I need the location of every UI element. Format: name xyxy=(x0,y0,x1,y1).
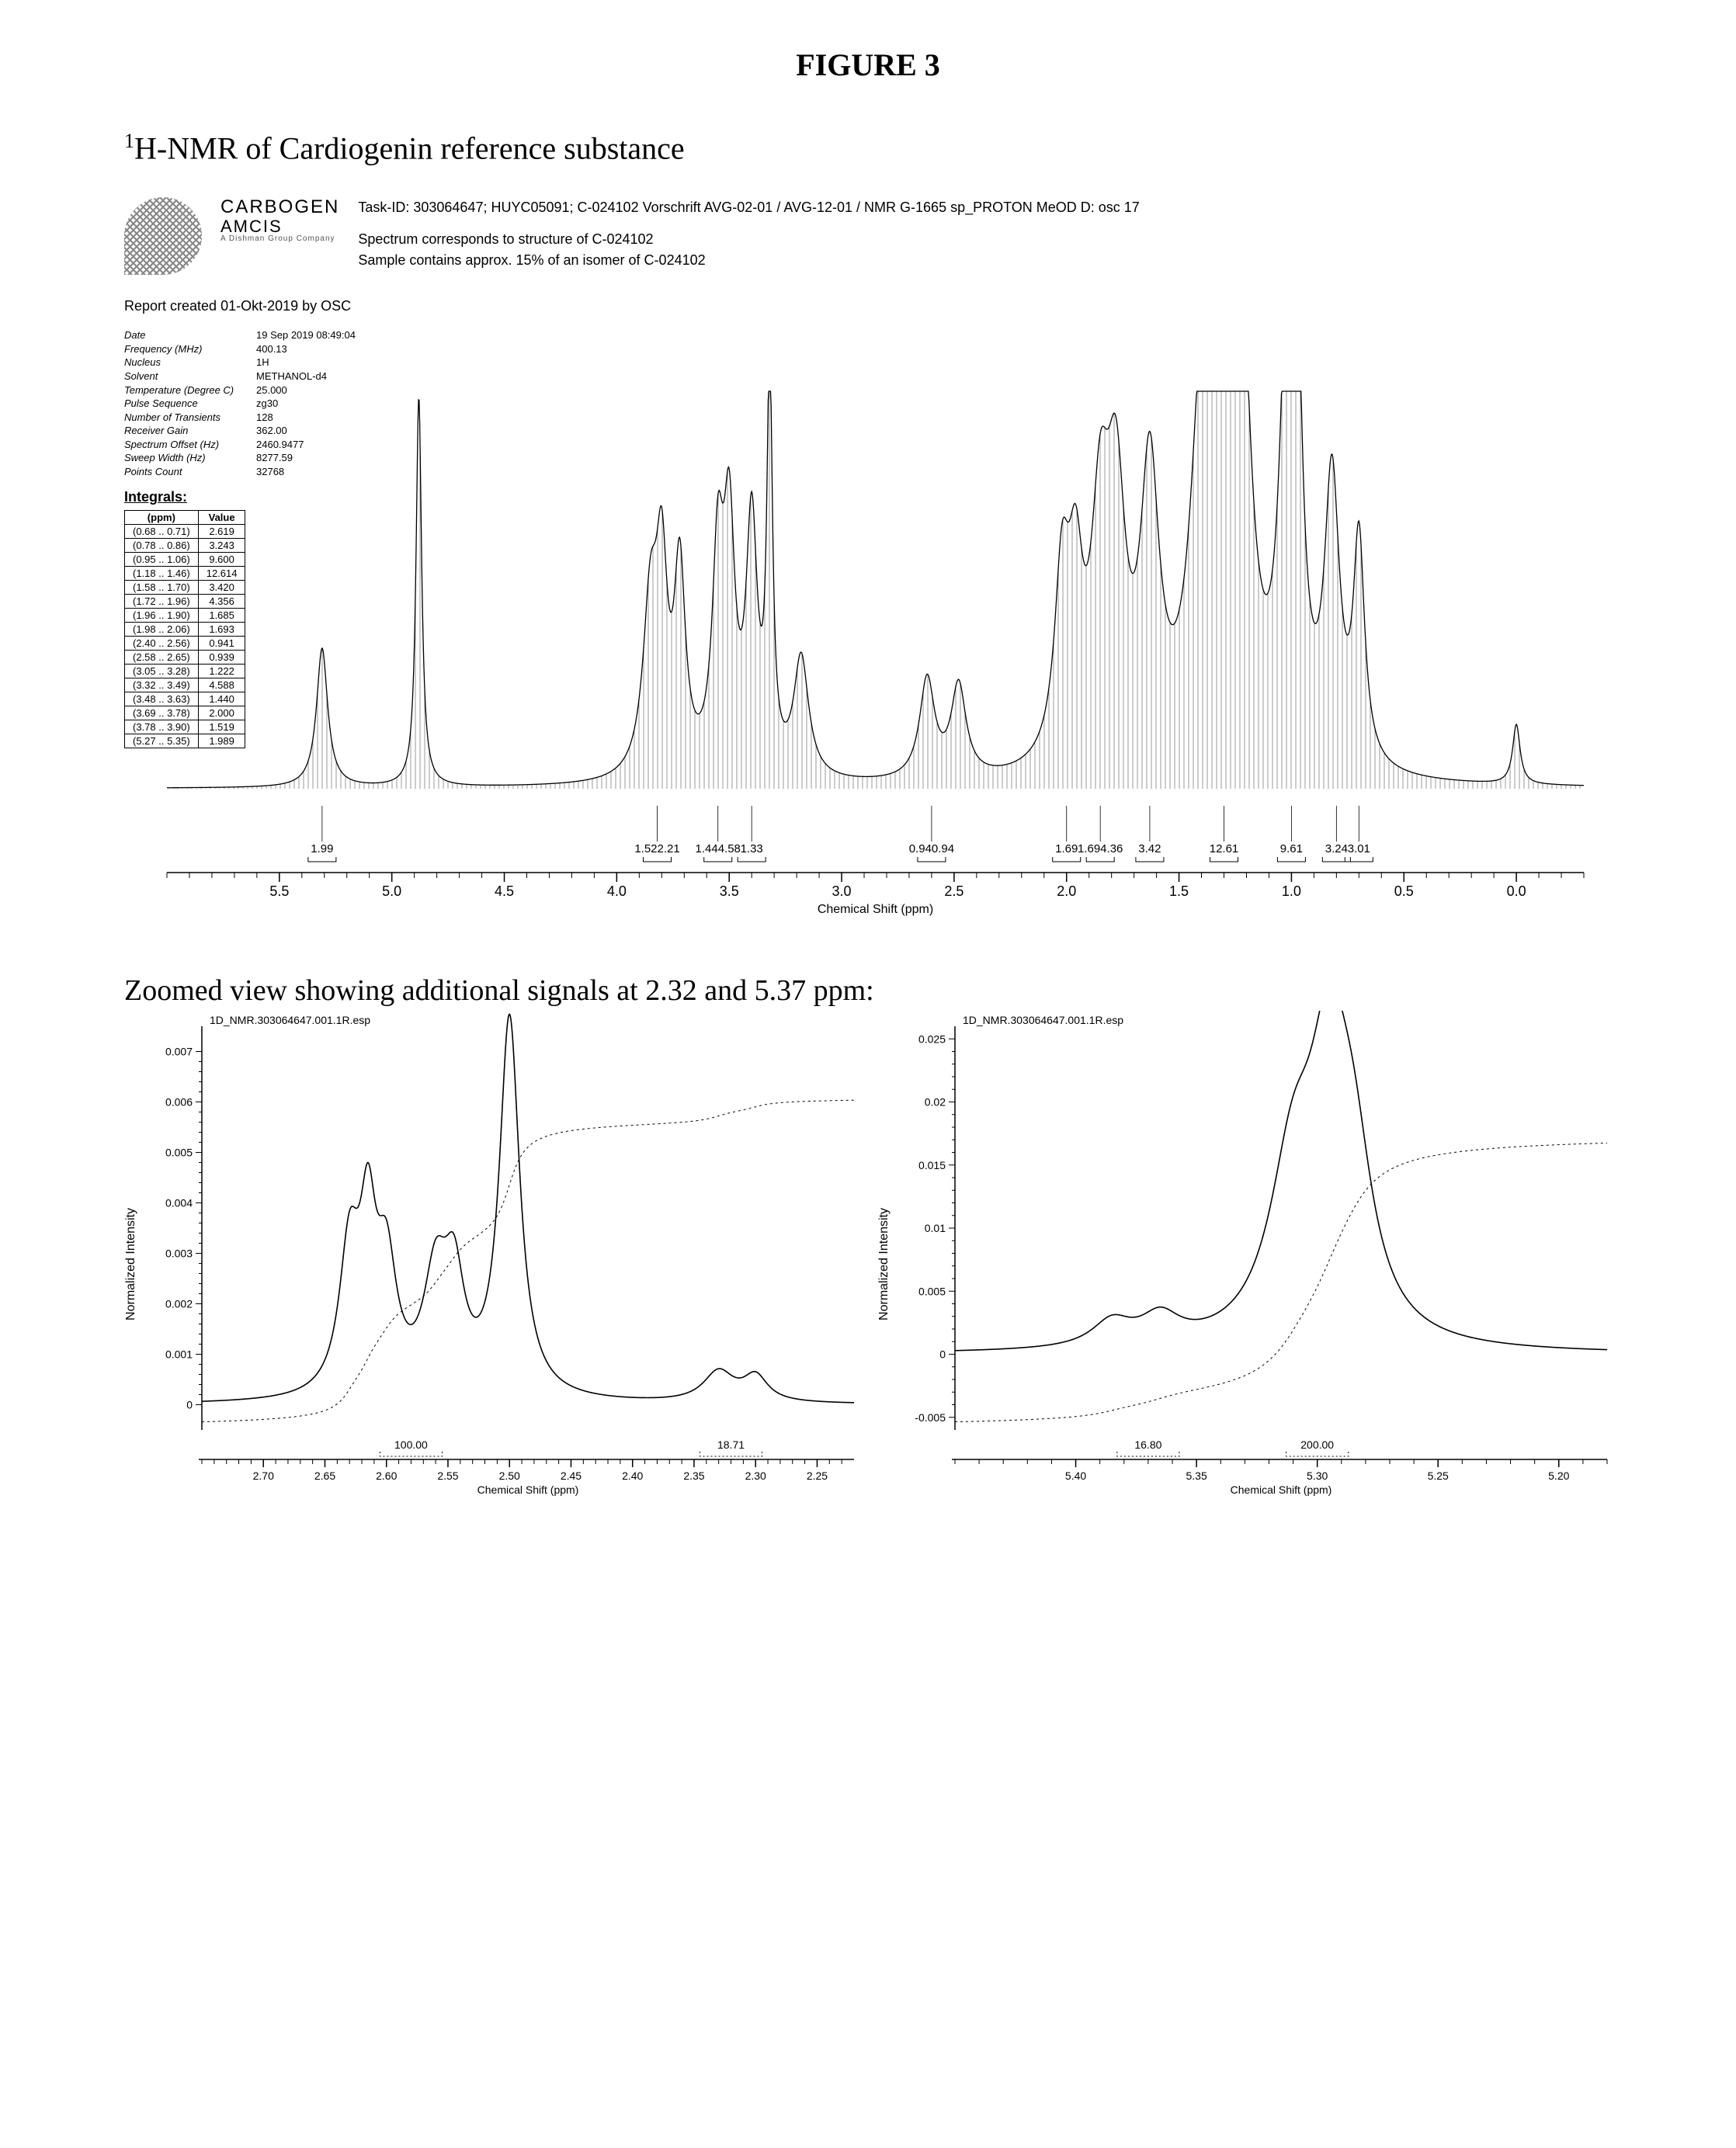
figure-title: FIGURE 3 xyxy=(124,47,1612,83)
svg-text:0.01: 0.01 xyxy=(925,1222,946,1234)
figure-subtitle: 1H-NMR of Cardiogenin reference substanc… xyxy=(124,130,1612,166)
svg-text:2.30: 2.30 xyxy=(745,1470,766,1482)
svg-text:1.33: 1.33 xyxy=(741,842,763,855)
task-sub-1: Spectrum corresponds to structure of C-0… xyxy=(358,229,1139,250)
zoom-title: Zoomed view showing additional signals a… xyxy=(124,973,1612,1008)
report-header: CARBOGEN AMCIS A Dishman Group Company T… xyxy=(124,197,1612,275)
svg-text:0.004: 0.004 xyxy=(165,1197,193,1209)
brand-line-3: A Dishman Group Company xyxy=(220,235,339,244)
yaxis-label-left: Normalized Intensity xyxy=(124,1208,138,1320)
svg-text:1.444.58: 1.444.58 xyxy=(696,842,741,855)
svg-text:5.5: 5.5 xyxy=(269,883,289,899)
svg-text:2.0: 2.0 xyxy=(1057,883,1076,899)
task-id-line: Task-ID: 303064647; HUYC05091; C-024102 … xyxy=(358,197,1139,218)
svg-text:5.35: 5.35 xyxy=(1186,1470,1207,1482)
svg-text:0.02: 0.02 xyxy=(925,1096,946,1109)
svg-text:2.40: 2.40 xyxy=(622,1470,643,1482)
svg-text:3.24: 3.24 xyxy=(1325,842,1348,855)
svg-text:0: 0 xyxy=(939,1348,946,1361)
zoom-panel-left: Normalized Intensity 1D_NMR.303064647.00… xyxy=(124,1011,870,1504)
zoom-left-svg: 0 0.001 0.002 0.003 0.004 0.005 0.006 0.007 2.70… xyxy=(124,1011,870,1500)
svg-text:0.015: 0.015 xyxy=(918,1159,946,1171)
svg-text:2.25: 2.25 xyxy=(807,1470,828,1482)
svg-text:3.0: 3.0 xyxy=(832,883,852,899)
svg-text:1.0: 1.0 xyxy=(1282,883,1301,899)
svg-text:0.007: 0.007 xyxy=(165,1046,193,1058)
svg-text:12.61: 12.61 xyxy=(1210,842,1239,855)
svg-text:1.694.36: 1.694.36 xyxy=(1078,842,1123,855)
svg-text:5.20: 5.20 xyxy=(1548,1470,1569,1482)
svg-text:2.35: 2.35 xyxy=(683,1470,704,1482)
svg-text:5.0: 5.0 xyxy=(382,883,401,899)
svg-text:0: 0 xyxy=(186,1399,193,1411)
svg-text:200.00: 200.00 xyxy=(1300,1438,1334,1451)
svg-text:Chemical Shift (ppm): Chemical Shift (ppm) xyxy=(818,903,933,916)
zoom-panel-right: Normalized Intensity 1D_NMR.303064647.00… xyxy=(877,1011,1623,1504)
main-nmr-spectrum: 5.5 5.0 4.5 4.0 3.5 3.0 2.5 2.0 1.5 1.0 0.5 0.0 Chem… xyxy=(124,376,1612,935)
yaxis-label-right: Normalized Intensity xyxy=(877,1208,891,1320)
svg-text:2.5: 2.5 xyxy=(944,883,963,899)
param-row: Date19 Sep 2019 08:49:04 xyxy=(124,328,357,342)
svg-text:0.006: 0.006 xyxy=(165,1096,193,1109)
svg-text:0.0: 0.0 xyxy=(1507,883,1526,899)
svg-text:5.30: 5.30 xyxy=(1307,1470,1328,1482)
svg-text:0.002: 0.002 xyxy=(165,1298,193,1310)
svg-text:5.25: 5.25 xyxy=(1428,1470,1449,1482)
svg-text:1.99: 1.99 xyxy=(311,842,333,855)
svg-text:0.005: 0.005 xyxy=(165,1147,193,1159)
svg-text:1.522.21: 1.522.21 xyxy=(634,842,679,855)
svg-text:4.5: 4.5 xyxy=(495,883,514,899)
svg-text:16.80: 16.80 xyxy=(1134,1438,1161,1451)
svg-text:0.005: 0.005 xyxy=(918,1286,946,1298)
report-created: Report created 01-Okt-2019 by OSC xyxy=(124,298,1612,314)
svg-text:2.55: 2.55 xyxy=(437,1470,458,1482)
svg-text:2.45: 2.45 xyxy=(561,1470,582,1482)
zoom-right-svg: -0.005 0 0.005 0.01 0.015 0.02 0.025 5.40 5.35 5.… xyxy=(877,1011,1623,1500)
svg-text:Chemical Shift (ppm): Chemical Shift (ppm) xyxy=(1231,1483,1332,1496)
svg-text:0.940.94: 0.940.94 xyxy=(909,842,954,855)
zoom-caption-right: 1D_NMR.303064647.001.1R.esp xyxy=(963,1014,1123,1026)
brand-line-1: CARBOGEN xyxy=(220,197,339,217)
task-sub-2: Sample contains approx. 15% of an isomer… xyxy=(358,250,1139,271)
task-info: Task-ID: 303064647; HUYC05091; C-024102 … xyxy=(358,197,1139,271)
svg-text:2.65: 2.65 xyxy=(314,1470,335,1482)
svg-text:3.42: 3.42 xyxy=(1138,842,1161,855)
svg-text:9.61: 9.61 xyxy=(1280,842,1303,855)
svg-text:Chemical Shift (ppm): Chemical Shift (ppm) xyxy=(477,1483,579,1496)
svg-text:0.003: 0.003 xyxy=(165,1248,193,1260)
brand-line-2: AMCIS xyxy=(220,217,339,235)
company-brand: CARBOGEN AMCIS A Dishman Group Company xyxy=(220,197,339,243)
svg-text:2.60: 2.60 xyxy=(376,1470,397,1482)
svg-text:4.0: 4.0 xyxy=(607,883,627,899)
svg-text:18.71: 18.71 xyxy=(717,1438,745,1451)
zoom-caption-left: 1D_NMR.303064647.001.1R.esp xyxy=(210,1014,370,1026)
svg-text:2.50: 2.50 xyxy=(499,1470,520,1482)
svg-text:3.01: 3.01 xyxy=(1348,842,1370,855)
main-spectrum-svg: 5.5 5.0 4.5 4.0 3.5 3.0 2.5 2.0 1.5 1.0 0.5 0.0 Chem… xyxy=(124,376,1599,935)
svg-text:3.5: 3.5 xyxy=(720,883,739,899)
svg-text:1.69: 1.69 xyxy=(1055,842,1078,855)
param-row: Frequency (MHz)400.13 xyxy=(124,342,357,356)
svg-text:100.00: 100.00 xyxy=(394,1438,428,1451)
svg-text:0.5: 0.5 xyxy=(1394,883,1414,899)
param-row: Nucleus1H xyxy=(124,356,357,370)
svg-text:5.40: 5.40 xyxy=(1065,1470,1086,1482)
company-logo xyxy=(124,197,202,275)
svg-text:2.70: 2.70 xyxy=(253,1470,274,1482)
svg-text:-0.005: -0.005 xyxy=(915,1411,946,1424)
svg-text:0.025: 0.025 xyxy=(918,1033,946,1046)
svg-text:0.001: 0.001 xyxy=(165,1348,193,1361)
svg-text:1.5: 1.5 xyxy=(1169,883,1189,899)
